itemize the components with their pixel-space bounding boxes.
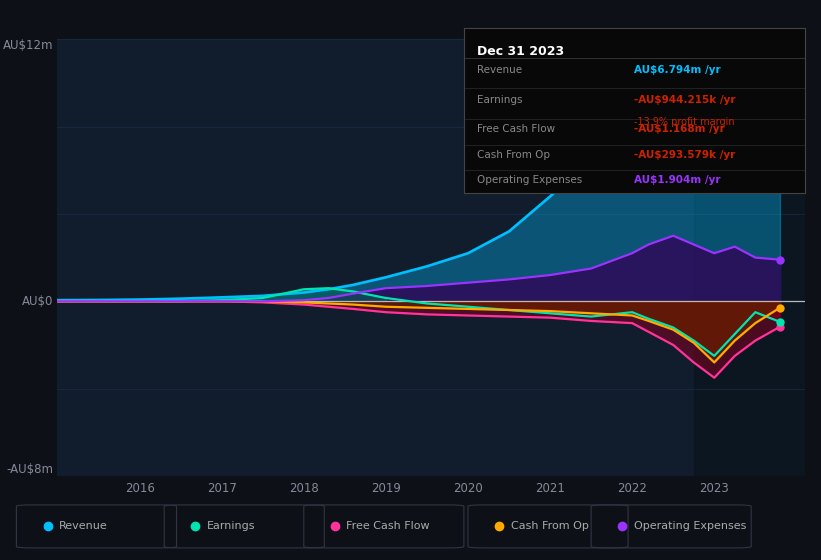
Text: -AU$944.215k /yr: -AU$944.215k /yr: [635, 95, 736, 105]
Text: Operating Expenses: Operating Expenses: [634, 521, 746, 531]
Text: Free Cash Flow: Free Cash Flow: [346, 521, 430, 531]
Text: -AU$8m: -AU$8m: [7, 463, 53, 476]
Text: AU$6.794m /yr: AU$6.794m /yr: [635, 65, 721, 75]
Text: Revenue: Revenue: [59, 521, 108, 531]
Text: Revenue: Revenue: [478, 65, 523, 75]
Text: Earnings: Earnings: [207, 521, 255, 531]
Text: Free Cash Flow: Free Cash Flow: [478, 124, 556, 134]
Text: Cash From Op: Cash From Op: [478, 150, 551, 160]
Text: -AU$1.168m /yr: -AU$1.168m /yr: [635, 124, 725, 134]
Text: AU$0: AU$0: [22, 295, 53, 308]
Bar: [694, 39, 813, 476]
Text: Dec 31 2023: Dec 31 2023: [478, 45, 565, 58]
Text: -AU$293.579k /yr: -AU$293.579k /yr: [635, 150, 736, 160]
Text: -13.9% profit margin: -13.9% profit margin: [635, 116, 735, 127]
Text: AU$12m: AU$12m: [3, 39, 53, 52]
Text: AU$1.904m /yr: AU$1.904m /yr: [635, 175, 721, 185]
Text: Earnings: Earnings: [478, 95, 523, 105]
Text: Operating Expenses: Operating Expenses: [478, 175, 583, 185]
Text: Cash From Op: Cash From Op: [511, 521, 589, 531]
